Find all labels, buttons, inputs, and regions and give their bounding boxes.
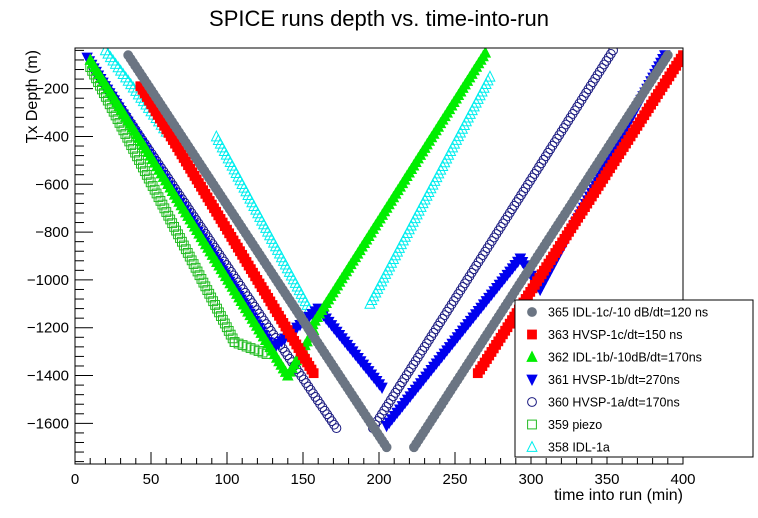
series-359: [85, 62, 272, 359]
legend-entry: 365 IDL-1c/-10 dB/dt=120 ns: [527, 306, 708, 320]
data-point: [298, 374, 309, 385]
x-axis: 0 50 100 150 200 250 300 350 400: [71, 452, 696, 488]
data-point: [308, 368, 319, 379]
legend-marker: [526, 374, 538, 387]
data-point: [479, 48, 492, 58]
data-point: [305, 385, 316, 395]
x-tick-label: 300: [518, 471, 543, 488]
legend-marker: [527, 397, 537, 407]
data-point: [282, 350, 293, 361]
data-point: [122, 74, 134, 86]
data-point: [112, 60, 124, 73]
data-point: [315, 398, 325, 409]
x-tick-label: 350: [594, 471, 619, 488]
data-point: [109, 57, 122, 69]
data-point: [310, 391, 321, 402]
data-point: [322, 409, 332, 420]
data-point: [102, 48, 114, 59]
legend-label: 359 piezo: [548, 418, 602, 432]
x-tick-label: 50: [143, 471, 160, 488]
series-365: [123, 50, 673, 453]
x-tick-label: 250: [442, 471, 467, 488]
legend-entry: 361 HVSP-1b/dt=270ns: [526, 373, 680, 387]
data-point: [119, 70, 132, 83]
y-tick-label: −1200: [27, 320, 69, 337]
y-tick-label: −1000: [27, 272, 69, 289]
data-point: [303, 381, 314, 392]
data-point: [324, 412, 335, 423]
legend-box: [514, 299, 754, 458]
legend-marker: [526, 440, 538, 452]
y-tick-label: −400: [35, 128, 69, 145]
x-tick-label: 150: [290, 471, 315, 488]
data-point: [114, 64, 127, 76]
series-362: [84, 48, 492, 381]
data-point: [107, 54, 119, 66]
data-point: [125, 77, 137, 90]
y-axis: −200 −400 −600 −800 −1000 −1200 −1400 −1600: [27, 49, 93, 463]
legend-entry: 362 IDL-1b/-10dB/dt=170ns: [526, 350, 702, 365]
legend-label: 360 HVSP-1a/dt=170ns: [548, 396, 680, 410]
legend-marker: [526, 350, 538, 362]
y-tick-label: −800: [35, 224, 69, 241]
data-point: [326, 416, 337, 427]
legend-entry: 358 IDL-1a: [526, 440, 610, 455]
data-point: [280, 346, 290, 357]
x-tick-label: 100: [214, 471, 239, 488]
y-axis-label: Tx Depth (m): [24, 50, 41, 143]
data-point: [329, 419, 340, 430]
chart-title: SPICE runs depth vs. time-into-run: [209, 6, 549, 31]
legend-marker: [527, 419, 537, 430]
data-point: [376, 382, 388, 395]
data-point: [484, 70, 496, 82]
y-tick-label: −1600: [27, 415, 69, 432]
legend-entry: 359 piezo: [527, 418, 602, 432]
data-point: [104, 50, 117, 63]
data-point: [308, 388, 318, 399]
legend-label: 362 IDL-1b/-10dB/dt=170ns: [548, 351, 702, 365]
x-axis-label: time into run (min): [554, 487, 683, 504]
legend-label: 361 HVSP-1b/dt=270ns: [548, 373, 680, 387]
legend-marker: [527, 307, 537, 317]
x-tick-label: 400: [670, 471, 695, 488]
x-tick-label: 0: [71, 471, 79, 488]
legend-label: 365 IDL-1c/-10 dB/dt=120 ns: [548, 306, 708, 320]
data-point: [99, 48, 112, 56]
legend-marker: [527, 329, 537, 340]
data-point: [117, 67, 129, 79]
data-point: [317, 402, 328, 413]
legend-label: 363 HVSP-1c/dt=150 ns: [548, 328, 682, 342]
y-tick-label: −1400: [27, 368, 69, 385]
legend: 365 IDL-1c/-10 dB/dt=120 ns 363 HVSP-1c/d…: [514, 299, 754, 458]
legend-label: 358 IDL-1a: [548, 441, 610, 455]
data-point: [381, 442, 392, 453]
data-point: [227, 333, 238, 344]
data-point: [319, 405, 330, 416]
data-point: [312, 395, 323, 406]
data-point: [662, 50, 673, 61]
legend-entry: 360 HVSP-1a/dt=170ns: [527, 396, 680, 410]
data-point: [301, 378, 311, 388]
x-tick-label: 200: [366, 471, 391, 488]
data-point: [296, 371, 307, 381]
data-point: [608, 48, 618, 56]
data-point: [331, 423, 342, 434]
y-tick-label: −600: [35, 176, 69, 193]
y-tick-label: −200: [35, 81, 69, 98]
legend-entry: 363 HVSP-1c/dt=150 ns: [527, 328, 682, 342]
data-layer: [81, 48, 683, 453]
